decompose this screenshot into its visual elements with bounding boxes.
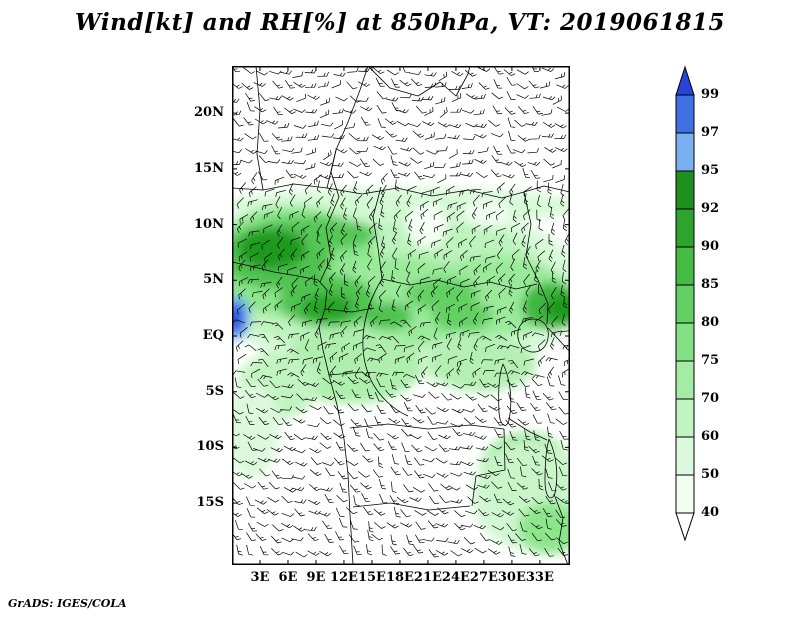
colorbar-label: 99 <box>701 87 720 102</box>
map-frame <box>232 66 570 565</box>
colorbar-segment <box>675 322 695 362</box>
colorbar-segment <box>675 360 695 400</box>
lake-outline <box>517 318 549 353</box>
colorbar-label: 70 <box>701 391 720 406</box>
x-axis-label: 33E <box>525 570 554 585</box>
colorbar-label: 50 <box>701 467 720 482</box>
x-axis-label: 30E <box>497 570 526 585</box>
colorbar-label: 90 <box>701 239 720 254</box>
colorbar-label: 75 <box>701 353 720 368</box>
x-axis-label: 21E <box>413 570 442 585</box>
y-axis-label: 10S <box>196 439 224 455</box>
colorbar-label: 40 <box>701 505 720 520</box>
map-content <box>232 66 570 565</box>
chart-title: Wind[kt] and RH[%] at 850hPa, VT: 201906… <box>74 9 726 36</box>
colorbar-segment <box>675 170 695 210</box>
colorbar-segment <box>675 94 695 134</box>
x-axis-label: 12E <box>329 570 358 585</box>
footer-credit: GrADS: IGES/COLA <box>8 597 127 610</box>
colorbar-canvas <box>675 65 695 542</box>
colorbar-segment <box>675 208 695 248</box>
y-axis-label: 10N <box>194 216 224 232</box>
colorbar-segment <box>675 398 695 438</box>
colorbar-label: 60 <box>701 429 720 444</box>
axis-ticks <box>232 66 570 565</box>
x-axis-label: 24E <box>441 570 470 585</box>
y-axis-label: 15N <box>194 160 224 176</box>
colorbar-label: 97 <box>701 125 720 140</box>
x-axis-label: 6E <box>278 570 298 585</box>
colorbar-segment <box>675 474 695 514</box>
lake-outline <box>544 438 558 499</box>
x-axis-label: 15E <box>357 570 386 585</box>
y-axis-label: 5N <box>203 272 224 288</box>
colorbar-label: 95 <box>701 163 720 178</box>
colorbar-label: 85 <box>701 277 720 292</box>
y-axis-label: 5S <box>205 383 224 399</box>
y-axis-label: EQ <box>202 328 224 343</box>
colorbar-label: 80 <box>701 315 720 330</box>
x-axis-label: 18E <box>385 570 414 585</box>
lake-outline <box>498 363 512 426</box>
rh-shading <box>232 188 570 554</box>
colorbar-bottom-arrow <box>675 512 695 542</box>
colorbar-top-arrow <box>675 65 695 96</box>
y-axis-label: 15S <box>196 495 224 511</box>
map-plot <box>232 66 570 565</box>
colorbar-segment <box>675 132 695 172</box>
x-axis-label: 27E <box>469 570 498 585</box>
colorbar-label: 92 <box>701 201 720 216</box>
colorbar-segment <box>675 436 695 476</box>
x-axis-label: 9E <box>306 570 326 585</box>
x-axis-label: 3E <box>250 570 270 585</box>
colorbar-segment <box>675 246 695 286</box>
map-canvas <box>232 66 570 565</box>
colorbar-segment <box>675 284 695 324</box>
y-axis-label: 20N <box>194 105 224 121</box>
